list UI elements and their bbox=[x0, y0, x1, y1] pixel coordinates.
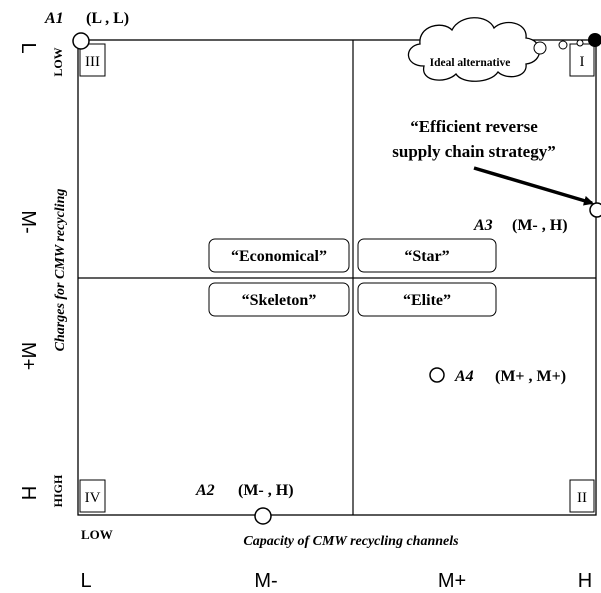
quadrant-ii-label: II bbox=[577, 490, 587, 506]
strategy-star: “Star” bbox=[357, 238, 497, 273]
ideal-alternative-cloud: Ideal alternative bbox=[407, 17, 541, 82]
y-tick-h: H bbox=[17, 486, 39, 500]
alternative-a3-value: (M- , H) bbox=[512, 217, 568, 234]
alternative-a3-name: A3 bbox=[473, 217, 493, 234]
quadrant-iii: III bbox=[79, 43, 106, 77]
alternative-a2-marker bbox=[254, 507, 272, 525]
x-tick-m-minus: M- bbox=[254, 570, 277, 592]
alternative-a4-value: (M+ , M+) bbox=[495, 368, 566, 385]
y-tick-m-minus: M- bbox=[17, 210, 39, 233]
ideal-alternative-label: Ideal alternative bbox=[430, 57, 511, 69]
quadrant-iv: IV bbox=[79, 479, 106, 513]
strategy-economical: “Economical” bbox=[208, 238, 350, 273]
quadrant-iii-label: III bbox=[85, 54, 100, 70]
y-axis-title: Charges for CMW recycling bbox=[53, 189, 68, 352]
strategy-skeleton-label: “Skeleton” bbox=[242, 292, 317, 309]
x-tick-h: H bbox=[578, 570, 592, 592]
strategy-elite-label: “Elite” bbox=[403, 292, 451, 309]
quadrant-i-label: I bbox=[580, 54, 585, 70]
strategy-star-label: “Star” bbox=[404, 248, 449, 265]
ideal-point-marker bbox=[588, 33, 601, 47]
y-tick-m-plus: M+ bbox=[17, 342, 39, 370]
alternative-a1-name: A1 bbox=[44, 10, 64, 27]
alternative-a1-value: (L , L) bbox=[86, 10, 129, 27]
alternative-a4-name: A4 bbox=[454, 368, 474, 385]
alternative-a1-marker bbox=[72, 32, 90, 50]
y-axis-high-label: HIGH bbox=[51, 474, 65, 507]
strategy-economical-label: “Economical” bbox=[231, 248, 327, 265]
x-tick-m-plus: M+ bbox=[438, 570, 466, 592]
x-tick-l: L bbox=[80, 570, 91, 592]
strategy-elite: “Elite” bbox=[357, 282, 497, 317]
alternative-a2-value: (M- , H) bbox=[238, 482, 294, 499]
alternative-a2-name: A2 bbox=[195, 482, 215, 499]
thought-bubble-small bbox=[576, 39, 584, 47]
y-axis-low-label: LOW bbox=[51, 47, 65, 76]
efficient-strategy-line2: supply chain strategy” bbox=[392, 142, 555, 161]
thought-bubble-medium bbox=[558, 40, 568, 50]
efficient-strategy-line1: “Efficient reverse bbox=[410, 117, 538, 136]
strategy-skeleton: “Skeleton” bbox=[208, 282, 350, 317]
efficient-strategy-arrow bbox=[473, 166, 594, 206]
thought-bubble-large bbox=[533, 41, 547, 55]
alternative-a4-marker bbox=[429, 367, 445, 383]
x-axis-title: Capacity of CMW recycling channels bbox=[243, 534, 459, 549]
quadrant-iv-label: IV bbox=[85, 490, 101, 506]
x-axis-low-label: LOW bbox=[81, 527, 113, 542]
alternative-a3-marker bbox=[589, 202, 601, 218]
y-tick-l: L bbox=[17, 42, 39, 53]
quadrant-ii: II bbox=[569, 479, 595, 513]
quadrant-i: I bbox=[569, 43, 595, 77]
